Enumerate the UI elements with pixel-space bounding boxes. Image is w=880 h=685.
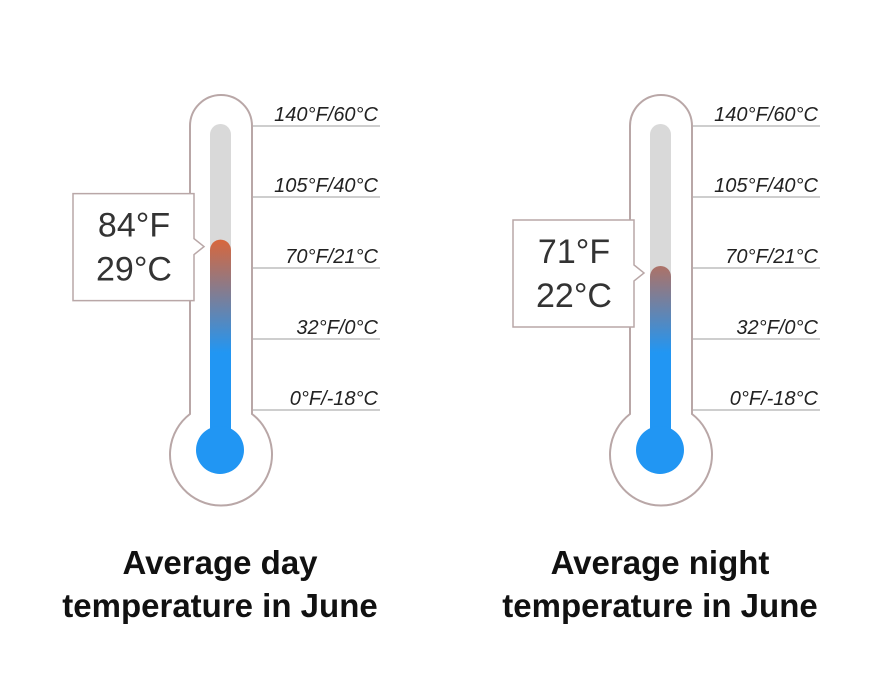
tick-label: 32°F/0°C — [736, 317, 818, 339]
tick-label: 70°F/21°C — [285, 246, 378, 268]
value-fahrenheit: 71°F — [538, 233, 610, 271]
value-fahrenheit: 84°F — [98, 207, 170, 245]
night-title-line-1: Average night — [550, 544, 770, 581]
value-callout-box — [72, 192, 206, 302]
tick-label: 140°F/60°C — [714, 104, 818, 126]
value-callout-box — [512, 219, 646, 328]
tick-label: 105°F/40°C — [714, 175, 818, 197]
night-thermometer: 140°F/60°C 105°F/40°C 70°F/21°C 32°F/0°C 0°F… — [512, 94, 820, 507]
thermometer-bulb — [196, 426, 244, 474]
tick-label: 32°F/0°C — [296, 317, 378, 339]
thermometer-bulb — [636, 426, 684, 474]
mercury-fill — [210, 239, 231, 445]
tick-label: 105°F/40°C — [274, 175, 378, 197]
day-title-line-1: Average day — [122, 544, 318, 581]
tick-label: 70°F/21°C — [725, 246, 818, 268]
day-thermometer: 140°F/60°C 105°F/40°C 70°F/21°C 32°F/0°C 0°F… — [72, 94, 380, 507]
day-title-line-2: temperature in June — [62, 587, 378, 624]
tick-label: 0°F/-18°C — [290, 388, 379, 410]
mercury-fill — [650, 265, 671, 445]
night-title-line-2: temperature in June — [502, 587, 818, 624]
day-chart-title: Average day temperature in June — [20, 541, 420, 627]
tick-label: 0°F/-18°C — [730, 388, 819, 410]
night-chart-title: Average night temperature in June — [460, 541, 860, 627]
value-celsius: 29°C — [96, 251, 172, 289]
value-celsius: 22°C — [536, 277, 612, 315]
tick-label: 140°F/60°C — [274, 104, 378, 126]
